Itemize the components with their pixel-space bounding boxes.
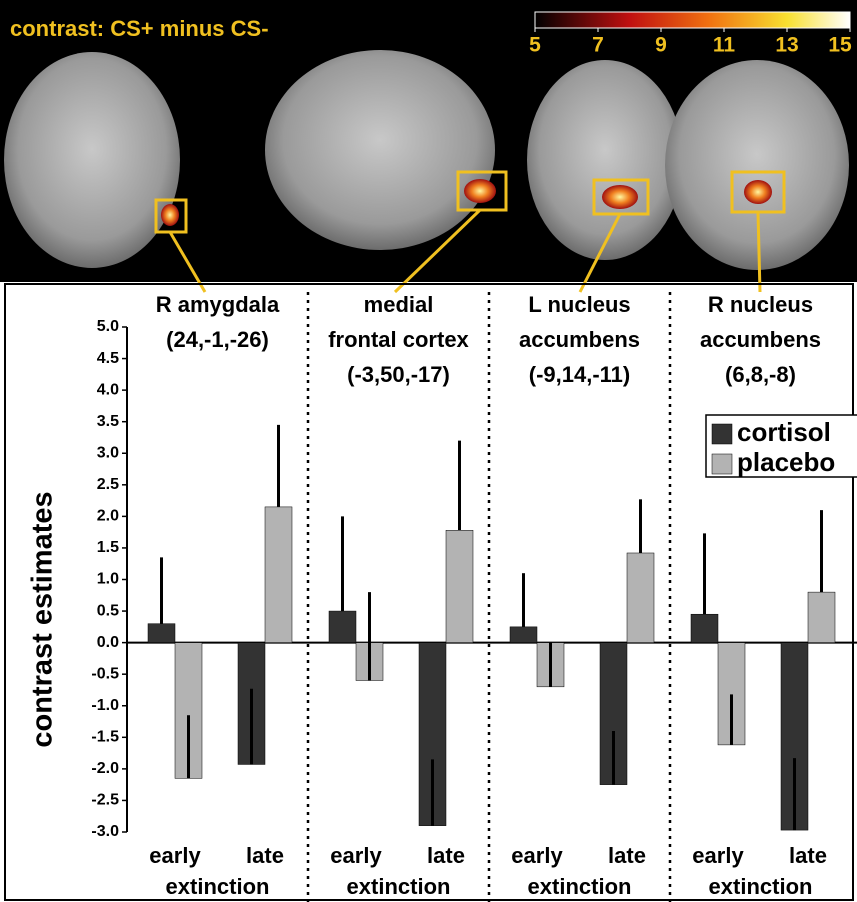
y-tick-label: 0.5 <box>97 602 119 619</box>
legend-label: cortisol <box>737 417 831 447</box>
x-group-label: extinction <box>166 874 270 899</box>
colorbar-tick-label: 11 <box>713 34 736 57</box>
bar <box>691 614 718 642</box>
y-tick-label: -2.5 <box>91 792 119 809</box>
y-tick-label: 0.0 <box>97 634 119 651</box>
y-tick-label: -3.0 <box>91 823 119 840</box>
x-tick-label: late <box>789 843 827 868</box>
panel-title: (-9,14,-11) <box>529 362 631 387</box>
colorbar-tick-label: 7 <box>592 34 604 57</box>
y-tick-label: -0.5 <box>91 665 119 682</box>
panel-title: medial <box>364 292 434 317</box>
panel-title: R amygdala <box>156 292 280 317</box>
x-group-label: extinction <box>347 874 451 899</box>
legend-swatch <box>712 454 732 474</box>
bar <box>627 553 654 643</box>
y-tick-label: 4.5 <box>97 350 119 367</box>
colorbar-tick-label: 15 <box>828 34 852 57</box>
bar <box>265 507 292 643</box>
colorbar-tick-label: 9 <box>655 34 667 57</box>
bar <box>446 530 473 642</box>
figure: contrast: CS+ minus CS- cortisolplacebo … <box>0 0 857 902</box>
y-tick-label: 4.0 <box>97 381 119 398</box>
x-tick-label: early <box>692 843 744 868</box>
colorbar-tick-label: 13 <box>775 34 798 57</box>
y-tick-label: 2.5 <box>97 476 119 493</box>
y-tick-label: 1.5 <box>97 539 119 556</box>
y-tick-label: -2.0 <box>91 760 119 777</box>
panel-title: (24,-1,-26) <box>166 327 269 352</box>
bar <box>329 611 356 643</box>
y-tick-label: 3.5 <box>97 413 119 430</box>
bar <box>510 627 537 643</box>
panel-title: (6,8,-8) <box>725 362 796 387</box>
x-tick-label: late <box>246 843 284 868</box>
panel-title: (-3,50,-17) <box>347 362 450 387</box>
contrast-label: contrast: CS+ minus CS- <box>10 16 269 41</box>
x-tick-label: early <box>149 843 201 868</box>
y-tick-label: -1.5 <box>91 729 119 746</box>
y-tick-label: 5.0 <box>97 318 119 335</box>
panel-title: L nucleus <box>528 292 630 317</box>
panel-title: accumbens <box>519 327 640 352</box>
x-tick-label: late <box>608 843 646 868</box>
y-tick-label: -1.0 <box>91 697 119 714</box>
y-axis-label: contrast estimates <box>27 491 59 747</box>
y-tick-label: 1.0 <box>97 571 119 588</box>
panel-title: R nucleus <box>708 292 813 317</box>
x-tick-label: early <box>511 843 563 868</box>
x-group-label: extinction <box>528 874 632 899</box>
legend-swatch <box>712 424 732 444</box>
legend-label: placebo <box>737 447 835 477</box>
x-group-label: extinction <box>709 874 813 899</box>
colorbar <box>535 12 850 28</box>
y-tick-label: 3.0 <box>97 444 119 461</box>
x-tick-label: early <box>330 843 382 868</box>
bar <box>808 592 835 643</box>
panel-title: accumbens <box>700 327 821 352</box>
colorbar-tick-label: 5 <box>529 34 541 57</box>
page: contrast: CS+ minus CS- cortisolplacebo … <box>0 0 857 902</box>
x-tick-label: late <box>427 843 465 868</box>
panel-title: frontal cortex <box>328 327 469 352</box>
bar <box>148 624 175 643</box>
y-tick-label: 2.0 <box>97 508 119 525</box>
